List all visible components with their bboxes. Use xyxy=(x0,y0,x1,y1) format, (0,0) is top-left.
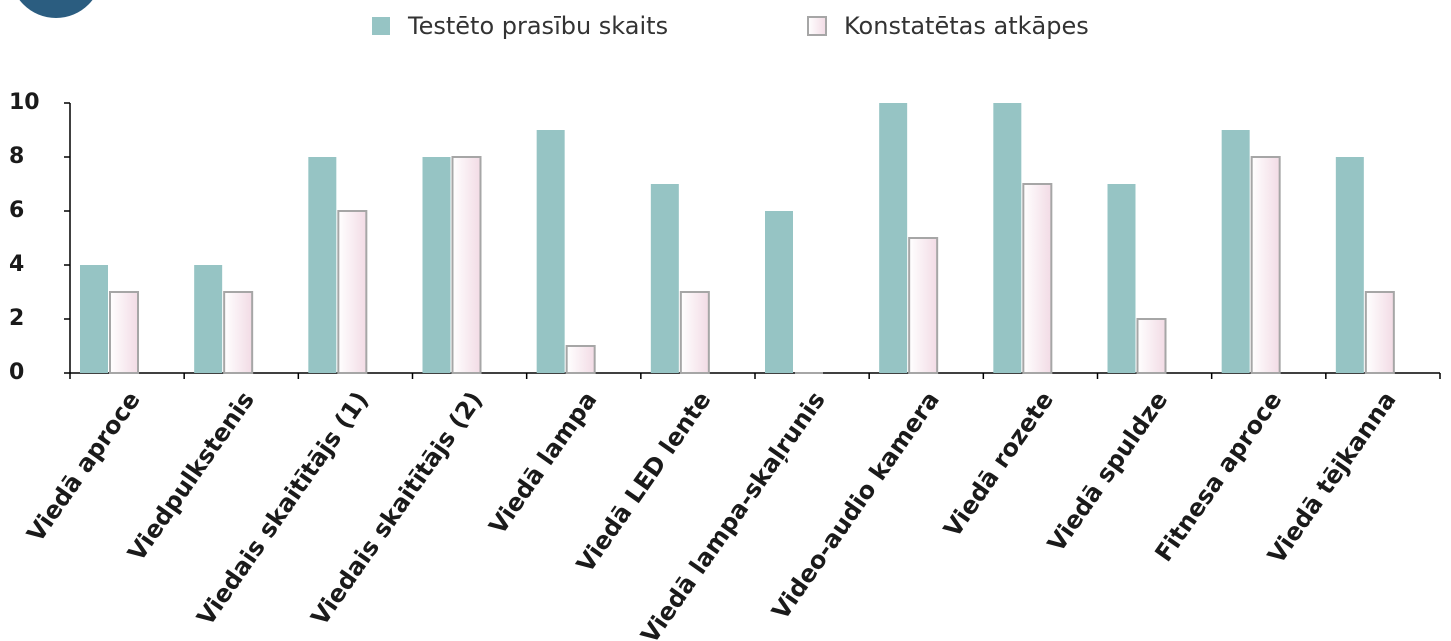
x-tick-label: Fitnesa aproce xyxy=(1149,386,1287,566)
bar xyxy=(308,157,337,373)
decor-circle xyxy=(19,0,93,18)
bar xyxy=(765,211,793,373)
bar xyxy=(1136,318,1167,374)
bar xyxy=(650,184,679,373)
bar xyxy=(1335,157,1364,373)
bar xyxy=(536,130,565,373)
legend-label: Testēto prasību skaits xyxy=(407,12,668,40)
y-tick-label: 6 xyxy=(9,198,24,223)
y-tick-label: 10 xyxy=(9,90,40,115)
y-tick-label: 0 xyxy=(9,360,24,385)
bar xyxy=(1221,130,1250,373)
x-tick-label: Viedā aproce xyxy=(22,386,146,547)
bar xyxy=(1250,156,1281,374)
x-tick-label: Viedā rozete xyxy=(938,386,1059,542)
bar xyxy=(337,210,368,374)
x-tick-label: Viedā tējkanna xyxy=(1262,386,1401,568)
y-tick-label: 4 xyxy=(9,252,24,277)
bar xyxy=(194,265,223,373)
bar xyxy=(109,291,139,374)
bar xyxy=(879,103,908,373)
x-tick-label: Viedpulkstenis xyxy=(122,386,260,566)
legend-swatch xyxy=(807,16,827,36)
bar xyxy=(679,291,710,374)
x-tick-label: Viedā spuldze xyxy=(1042,386,1173,557)
bar xyxy=(1107,184,1136,373)
bar xyxy=(451,156,482,374)
y-tick-label: 2 xyxy=(9,306,24,331)
legend-label: Konstatētas atkāpes xyxy=(844,12,1089,40)
bar xyxy=(80,265,108,373)
x-tick-label: Viedā lampa xyxy=(484,386,603,539)
bar xyxy=(223,291,254,374)
bar xyxy=(1364,291,1395,374)
legend-swatch xyxy=(372,17,390,35)
bar xyxy=(565,345,596,374)
bar xyxy=(908,237,939,374)
bar xyxy=(422,157,451,373)
bar xyxy=(993,103,1022,373)
bar xyxy=(1022,183,1053,374)
y-tick-label: 8 xyxy=(9,144,24,169)
